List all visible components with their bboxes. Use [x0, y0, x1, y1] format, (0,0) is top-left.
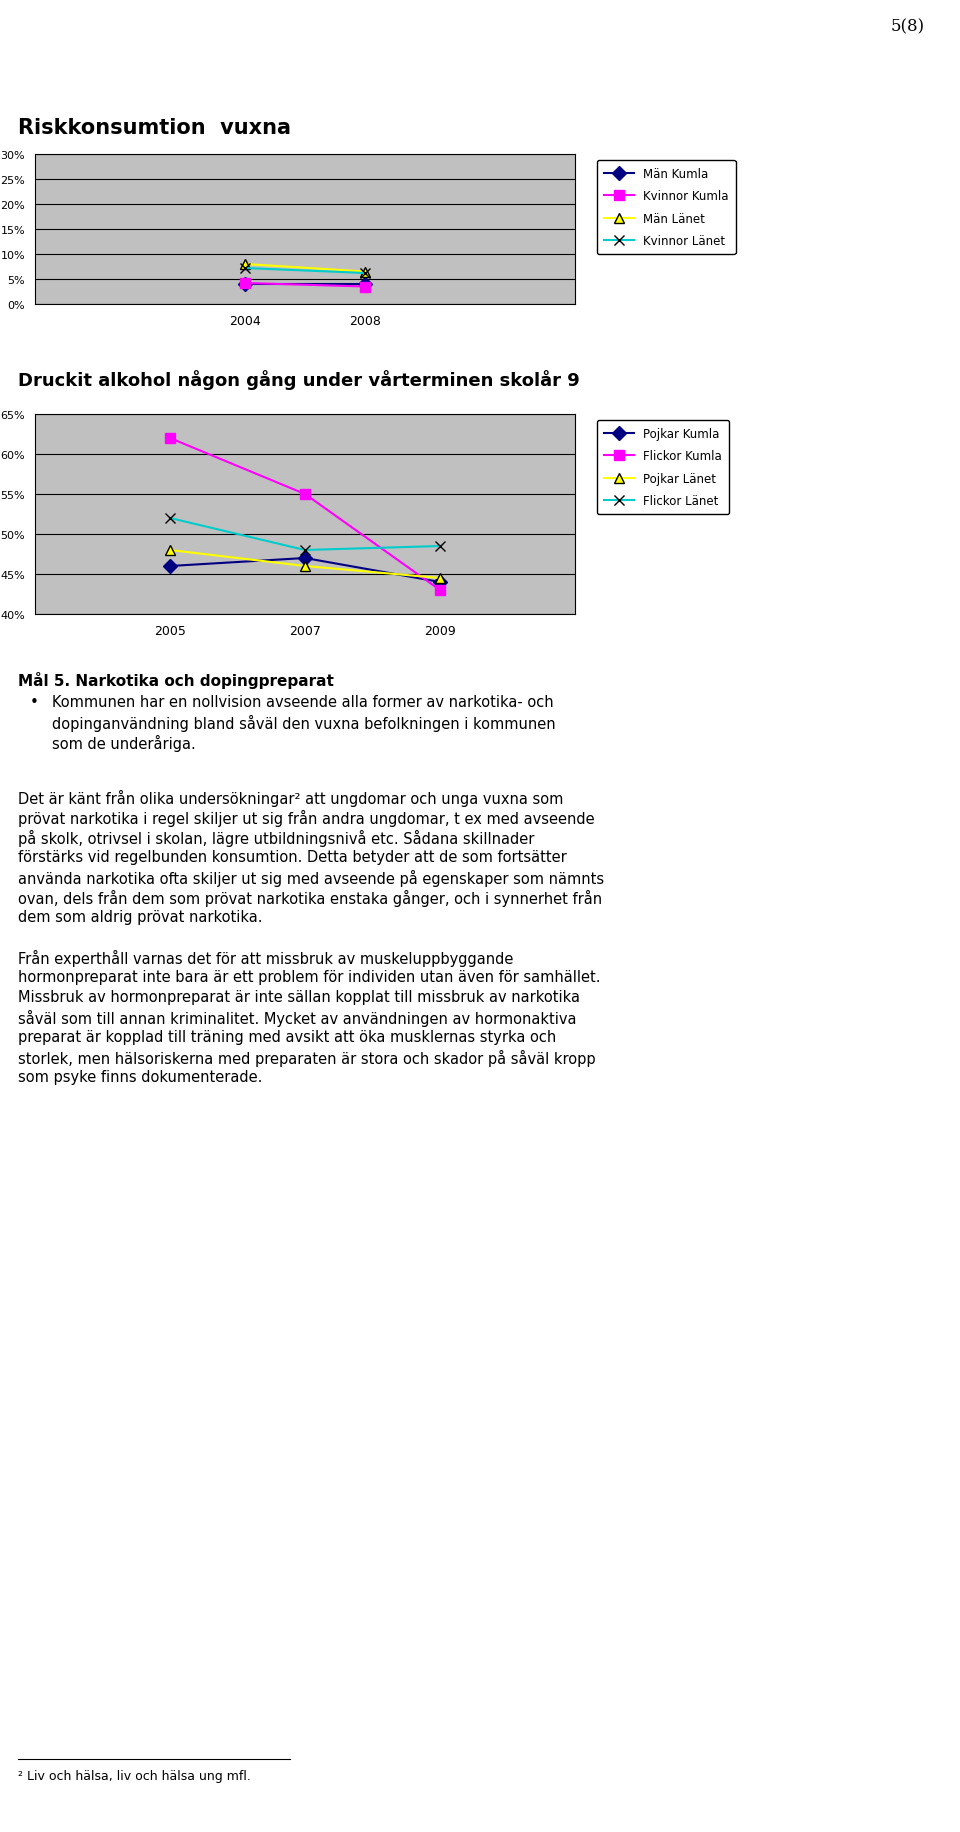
- Text: som de underåriga.: som de underåriga.: [52, 735, 196, 751]
- Text: såväl som till annan kriminalitet. Mycket av användningen av hormonaktiva: såväl som till annan kriminalitet. Mycke…: [18, 1009, 577, 1026]
- Text: prövat narkotika i regel skiljer ut sig från andra ungdomar, t ex med avseende: prövat narkotika i regel skiljer ut sig …: [18, 810, 594, 826]
- Text: dem som aldrig prövat narkotika.: dem som aldrig prövat narkotika.: [18, 909, 262, 925]
- Text: på skolk, otrivsel i skolan, lägre utbildningsnivå etc. Sådana skillnader: på skolk, otrivsel i skolan, lägre utbil…: [18, 830, 535, 846]
- Text: Det är känt från olika undersökningar² att ungdomar och unga vuxna som: Det är känt från olika undersökningar² a…: [18, 790, 564, 806]
- Text: 5(8): 5(8): [891, 18, 925, 35]
- Text: ovan, dels från dem som prövat narkotika enstaka gånger, och i synnerhet från: ovan, dels från dem som prövat narkotika…: [18, 890, 602, 907]
- Text: Riskkonsumtion  vuxna: Riskkonsumtion vuxna: [18, 117, 291, 137]
- Text: förstärks vid regelbunden konsumtion. Detta betyder att de som fortsätter: förstärks vid regelbunden konsumtion. De…: [18, 850, 566, 865]
- Text: Mål 5. Narkotika och dopingpreparat: Mål 5. Narkotika och dopingpreparat: [18, 672, 334, 689]
- Text: Från experthåll varnas det för att missbruk av muskeluppbyggande: Från experthåll varnas det för att missb…: [18, 949, 514, 967]
- Text: preparat är kopplad till träning med avsikt att öka musklernas styrka och: preparat är kopplad till träning med avs…: [18, 1030, 556, 1044]
- Text: storlek, men hälsoriskerna med preparaten är stora och skador på såväl kropp: storlek, men hälsoriskerna med preparate…: [18, 1050, 595, 1066]
- Text: hormonpreparat inte bara är ett problem för individen utan även för samhället.: hormonpreparat inte bara är ett problem …: [18, 969, 601, 984]
- Text: •: •: [30, 694, 38, 709]
- Text: Missbruk av hormonpreparat är inte sällan kopplat till missbruk av narkotika: Missbruk av hormonpreparat är inte sälla…: [18, 989, 580, 1004]
- Text: Kommunen har en nollvision avseende alla former av narkotika- och: Kommunen har en nollvision avseende alla…: [52, 694, 554, 709]
- Text: använda narkotika ofta skiljer ut sig med avseende på egenskaper som nämnts: använda narkotika ofta skiljer ut sig me…: [18, 870, 604, 887]
- Legend: Män Kumla, Kvinnor Kumla, Män Länet, Kvinnor Länet: Män Kumla, Kvinnor Kumla, Män Länet, Kvi…: [597, 161, 735, 255]
- Text: som psyke finns dokumenterade.: som psyke finns dokumenterade.: [18, 1070, 262, 1085]
- Text: dopinganvändning bland såväl den vuxna befolkningen i kommunen: dopinganvändning bland såväl den vuxna b…: [52, 714, 556, 731]
- Text: Druckit alkohol någon gång under vårterminen skolår 9: Druckit alkohol någon gång under vårterm…: [18, 370, 580, 390]
- Text: ² Liv och hälsa, liv och hälsa ung mfl.: ² Liv och hälsa, liv och hälsa ung mfl.: [18, 1770, 251, 1783]
- Legend: Pojkar Kumla, Flickor Kumla, Pojkar Länet, Flickor Länet: Pojkar Kumla, Flickor Kumla, Pojkar Läne…: [597, 421, 729, 515]
